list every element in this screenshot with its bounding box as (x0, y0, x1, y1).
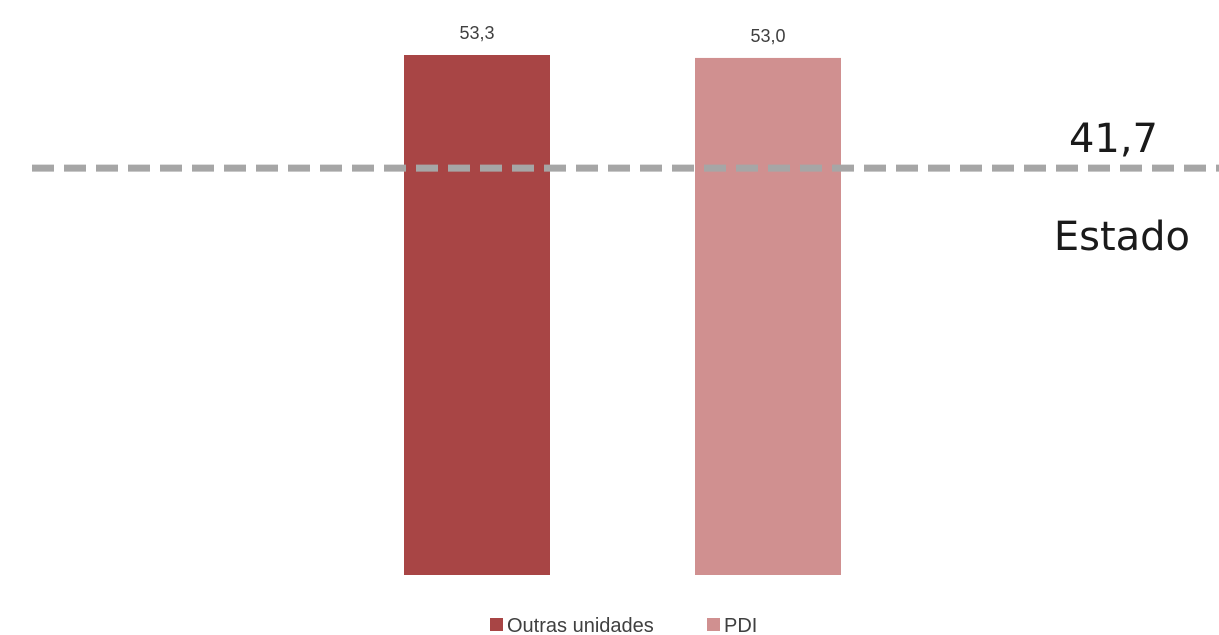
legend-label-1: PDI (724, 615, 757, 635)
bar-0 (404, 55, 550, 575)
legend-label-0: Outras unidades (507, 615, 654, 635)
value-labels-layer: 53,3 53,0 (459, 23, 785, 46)
bars-layer (404, 55, 841, 576)
legend: Outras unidades PDI (490, 615, 757, 635)
reference-value-label: 41,7 (1069, 116, 1158, 162)
reference-name-label: Estado (1054, 214, 1190, 260)
bar-value-label-1: 53,0 (750, 26, 785, 46)
bar-value-label-0: 53,3 (459, 23, 494, 43)
legend-swatch-0 (490, 618, 503, 631)
bar-1 (695, 57, 841, 576)
legend-swatch-1 (707, 618, 720, 631)
reference-line-group: 41,7 Estado (32, 116, 1219, 260)
